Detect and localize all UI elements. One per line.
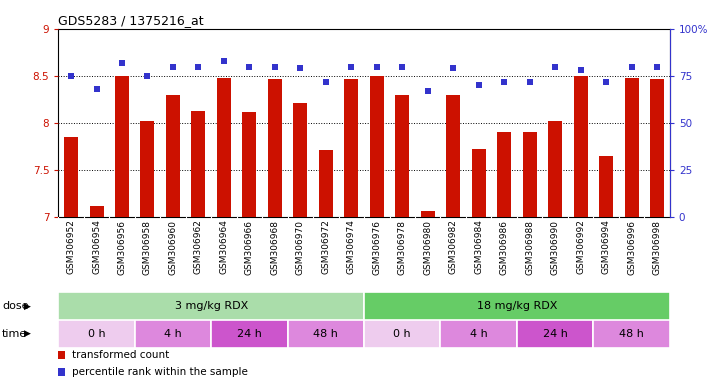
Bar — [548, 121, 562, 217]
Text: GSM306958: GSM306958 — [143, 220, 152, 275]
Text: GSM306994: GSM306994 — [602, 220, 611, 275]
Text: 24 h: 24 h — [237, 329, 262, 339]
Text: time: time — [2, 329, 28, 339]
Text: GSM306980: GSM306980 — [423, 220, 432, 275]
Bar — [58, 320, 135, 348]
Text: percentile rank within the sample: percentile rank within the sample — [72, 367, 247, 377]
Text: GSM306954: GSM306954 — [92, 220, 101, 275]
Bar — [650, 79, 664, 217]
Bar — [268, 79, 282, 217]
Bar — [287, 320, 364, 348]
Text: 24 h: 24 h — [542, 329, 567, 339]
Bar — [294, 103, 307, 217]
Text: GSM306992: GSM306992 — [576, 220, 585, 275]
Text: 4 h: 4 h — [470, 329, 488, 339]
Bar — [523, 132, 537, 217]
Text: 0 h: 0 h — [87, 329, 105, 339]
Bar — [440, 320, 517, 348]
Text: 48 h: 48 h — [314, 329, 338, 339]
Text: GSM306964: GSM306964 — [220, 220, 228, 275]
Bar — [364, 292, 670, 320]
Text: ▶: ▶ — [24, 301, 31, 311]
Bar — [115, 76, 129, 217]
Text: GSM306990: GSM306990 — [550, 220, 560, 275]
Text: ▶: ▶ — [24, 329, 31, 338]
Bar — [471, 149, 486, 217]
Bar — [58, 292, 364, 320]
Bar — [90, 206, 104, 217]
Bar — [217, 78, 231, 217]
Bar — [166, 95, 180, 217]
Bar — [517, 320, 593, 348]
Bar — [242, 112, 257, 217]
Bar — [364, 320, 440, 348]
Text: GSM306984: GSM306984 — [474, 220, 483, 275]
Bar — [64, 137, 78, 217]
Text: transformed count: transformed count — [72, 350, 169, 360]
Text: GSM306988: GSM306988 — [525, 220, 534, 275]
Text: GSM306972: GSM306972 — [321, 220, 331, 275]
Text: GSM306974: GSM306974 — [347, 220, 356, 275]
Text: GSM306960: GSM306960 — [169, 220, 178, 275]
Bar — [370, 76, 384, 217]
Text: 48 h: 48 h — [619, 329, 644, 339]
Bar — [593, 320, 670, 348]
Bar — [141, 121, 154, 217]
Text: GSM306970: GSM306970 — [296, 220, 305, 275]
Bar — [599, 156, 613, 217]
Text: 4 h: 4 h — [164, 329, 182, 339]
Text: GSM306956: GSM306956 — [117, 220, 127, 275]
Text: GDS5283 / 1375216_at: GDS5283 / 1375216_at — [58, 14, 204, 27]
Bar — [574, 76, 587, 217]
Text: GSM306982: GSM306982 — [449, 220, 458, 275]
Bar — [344, 79, 358, 217]
Text: GSM306976: GSM306976 — [373, 220, 381, 275]
Text: GSM306968: GSM306968 — [270, 220, 279, 275]
Text: dose: dose — [2, 301, 28, 311]
Bar — [191, 111, 205, 217]
Bar — [497, 132, 511, 217]
Text: GSM306986: GSM306986 — [500, 220, 508, 275]
Text: GSM306998: GSM306998 — [653, 220, 661, 275]
Bar — [624, 78, 638, 217]
Text: 3 mg/kg RDX: 3 mg/kg RDX — [174, 301, 248, 311]
Text: GSM306962: GSM306962 — [194, 220, 203, 275]
Text: 18 mg/kg RDX: 18 mg/kg RDX — [476, 301, 557, 311]
Bar — [211, 320, 287, 348]
Bar — [421, 211, 434, 217]
Text: GSM306952: GSM306952 — [67, 220, 75, 275]
Bar — [319, 151, 333, 217]
Bar — [395, 95, 410, 217]
Text: GSM306996: GSM306996 — [627, 220, 636, 275]
Bar — [135, 320, 211, 348]
Text: 0 h: 0 h — [393, 329, 411, 339]
Text: GSM306966: GSM306966 — [245, 220, 254, 275]
Text: GSM306978: GSM306978 — [397, 220, 407, 275]
Bar — [447, 95, 460, 217]
